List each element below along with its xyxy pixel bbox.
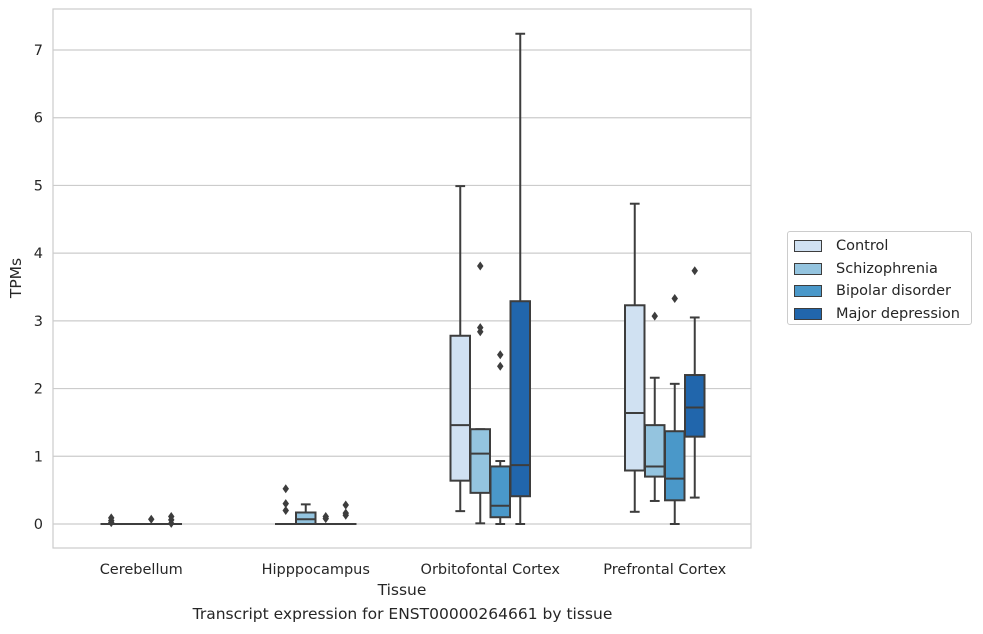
- legend-item-control: Control: [794, 235, 888, 257]
- outlier-point: [497, 361, 504, 371]
- box-prefrontal-cortex-schizophrenia: [644, 311, 666, 502]
- x-tick-label: Cerebellum: [100, 562, 183, 578]
- y-tick-label: 2: [34, 382, 43, 398]
- y-tick-label: 6: [34, 111, 43, 127]
- y-tick-label: 7: [34, 43, 43, 59]
- legend-label: Schizophrenia: [836, 260, 938, 277]
- outlier-point: [477, 261, 484, 271]
- box-hipppocampus-schizophrenia: [295, 503, 317, 526]
- box-cerebellum-major-depression: [160, 512, 182, 528]
- outlier-point: [282, 484, 289, 494]
- box-orbitofontal-cortex-major-depression: [509, 32, 531, 525]
- box-body: [509, 300, 531, 498]
- legend-item-major-depression: Major depression: [794, 303, 960, 325]
- box-body: [489, 465, 511, 519]
- x-tick-label: Hipppocampus: [262, 562, 370, 578]
- outlier-point: [148, 514, 155, 524]
- box-orbitofontal-cortex-control: [449, 185, 471, 513]
- x-tick-label: Orbitofontal Cortex: [421, 562, 561, 578]
- x-axis-title: Tissue: [377, 581, 427, 599]
- box-hipppocampus-major-depression: [335, 500, 357, 526]
- box-body: [449, 334, 471, 482]
- outlier-point: [671, 294, 678, 304]
- box-prefrontal-cortex-control: [624, 202, 646, 513]
- legend-item-bipolar-disorder: Bipolar disorder: [794, 280, 951, 302]
- legend-label: Bipolar disorder: [836, 283, 951, 299]
- outlier-point: [282, 499, 289, 509]
- y-tick-label: 5: [34, 178, 43, 194]
- legend-swatch: [794, 262, 822, 275]
- legend-item-schizophrenia: Schizophrenia: [794, 258, 938, 280]
- outlier-point: [282, 505, 289, 515]
- outlier-point: [322, 512, 329, 522]
- outlier-point: [168, 512, 175, 522]
- box-body: [664, 430, 686, 502]
- box-prefrontal-cortex-major-depression: [684, 266, 706, 499]
- legend-label: Major depression: [836, 305, 960, 322]
- box-orbitofontal-cortex-schizophrenia: [469, 261, 491, 525]
- box-prefrontal-cortex-bipolar-disorder: [664, 294, 686, 525]
- legend-swatch: [794, 307, 822, 320]
- outlier-point: [342, 500, 349, 510]
- box-body: [469, 428, 491, 494]
- box-hipppocampus-control: [275, 484, 297, 526]
- legend-swatch: [794, 240, 822, 252]
- y-tick-label: 3: [34, 314, 43, 330]
- y-tick-label: 4: [34, 246, 43, 262]
- outlier-point: [342, 508, 349, 518]
- box-body: [644, 424, 666, 478]
- x-tick-labels: Cerebellum Hipppocampus Orbitofontal Corte…: [100, 562, 727, 578]
- plot-frame: [52, 8, 752, 549]
- outlier-point: [691, 266, 698, 276]
- outlier-point: [108, 513, 115, 523]
- y-tick-labels: 0 1 2 3 4 5 6 7: [34, 43, 43, 533]
- chart-caption: Transcript expression for ENST0000026466…: [192, 605, 613, 623]
- y-tick-label: 0: [34, 517, 43, 533]
- outlier-point: [477, 323, 484, 333]
- x-tick-label: Prefrontal Cortex: [603, 562, 726, 578]
- box-body: [684, 374, 706, 438]
- legend-swatch: [794, 285, 822, 297]
- outlier-point: [651, 311, 658, 321]
- y-tick-label: 1: [34, 449, 43, 465]
- outlier-point: [497, 350, 504, 360]
- box-body: [624, 304, 646, 472]
- box-body: [295, 511, 317, 526]
- box-cerebellum-bipolar-disorder: [140, 514, 162, 526]
- legend: Control Schizophrenia Bipolar disorder Majo…: [787, 231, 972, 325]
- boxes: [100, 32, 706, 528]
- legend-label: Control: [836, 238, 889, 254]
- y-axis-title: TPMs: [7, 258, 25, 299]
